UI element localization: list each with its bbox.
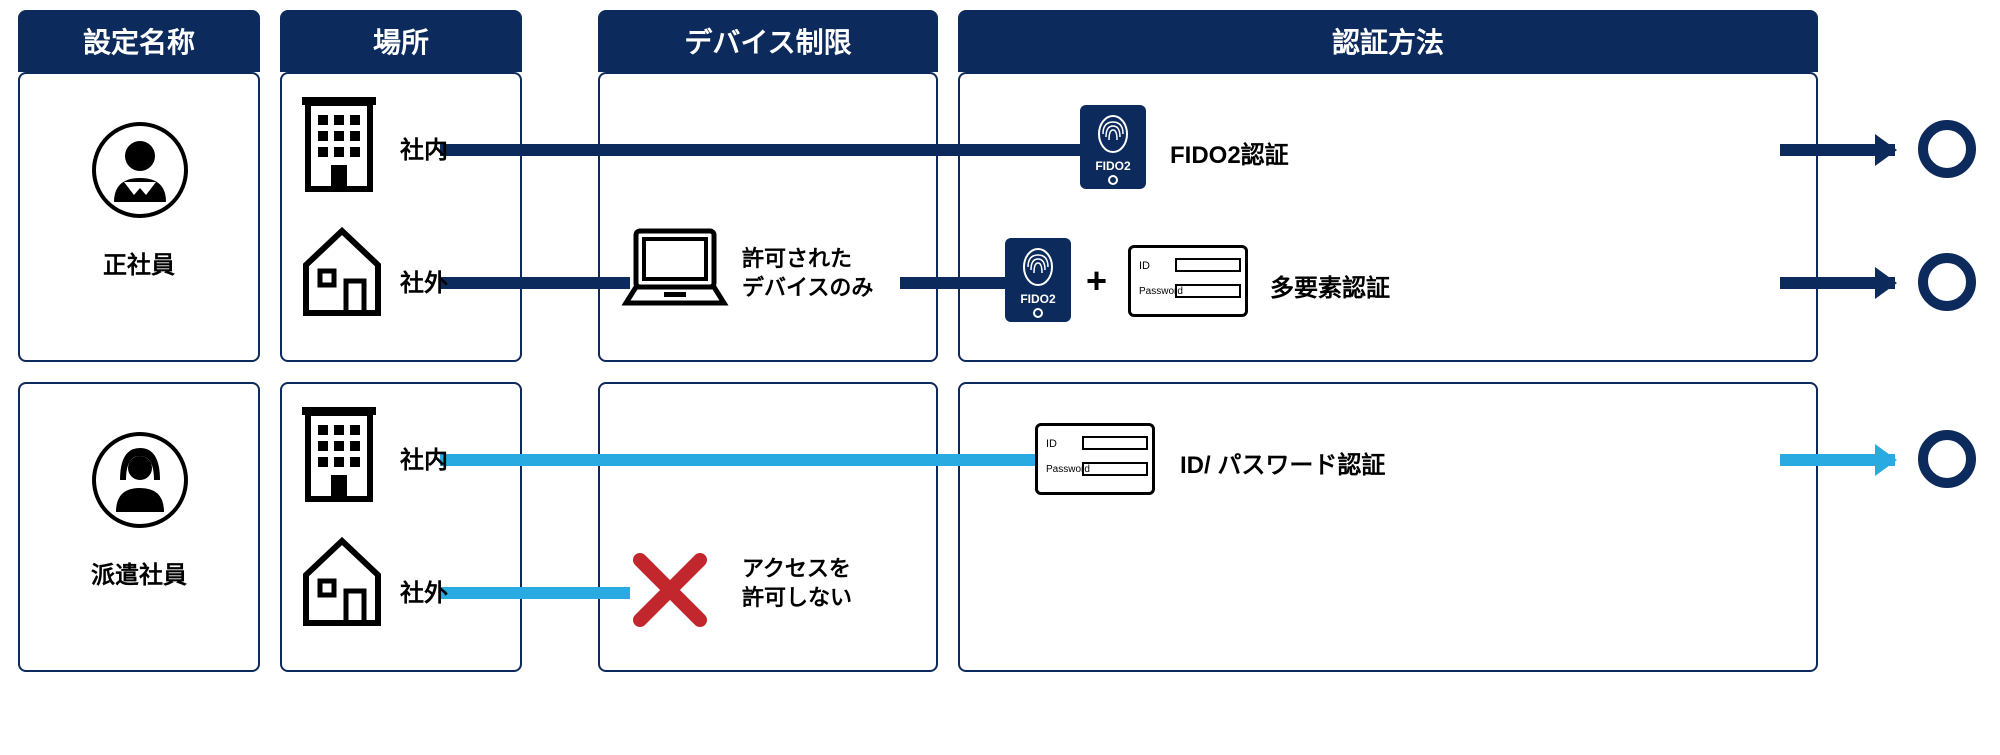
result-circle-r1-fido — [1918, 120, 1976, 178]
header-auth: 認証方法 — [958, 10, 1818, 72]
flow-line-r2-out — [440, 587, 630, 599]
user-type-row1: 正社員 — [18, 245, 260, 280]
idpw-card-icon-row1: ID Password — [1128, 245, 1248, 317]
loc-out-row2: 社外 — [400, 573, 448, 608]
device-text-l1: 許可された — [742, 246, 852, 271]
loc-in-row2: 社内 — [400, 440, 448, 475]
header-location: 場所 — [280, 10, 522, 72]
auth-fido-label: FIDO2認証 — [1170, 135, 1289, 170]
flow-line-r1-in — [440, 144, 1080, 156]
office-building-icon — [300, 95, 385, 195]
user-female-icon — [90, 430, 190, 530]
auth-idpw-label: ID/ パスワード認証 — [1180, 445, 1385, 480]
device-text-row1: 許可された デバイスのみ — [742, 245, 873, 302]
device-text-l2: デバイスのみ — [742, 275, 873, 300]
flow-line-r1-out-a — [440, 277, 630, 289]
loc-out-row1: 社外 — [400, 263, 448, 298]
result-circle-r2-idpw — [1918, 430, 1976, 488]
header-setting-name: 設定名称 — [18, 10, 260, 72]
deny-x-icon — [630, 550, 710, 630]
result-circle-r1-mfa — [1918, 253, 1976, 311]
user-male-icon — [90, 120, 190, 220]
arrow-r2-idpw: .arrow[data-name="arrow-r2-idpw"]::after… — [1780, 454, 1895, 466]
arrow-r1-fido: .arrow[data-name="arrow-r1-fido"]::after… — [1780, 144, 1895, 156]
deny-text-l2: 許可しない — [742, 585, 852, 610]
auth-mfa-label: 多要素認証 — [1270, 268, 1390, 303]
deny-text-row2: アクセスを 許可しない — [742, 555, 852, 612]
card-device-row1 — [598, 72, 938, 362]
header-device: デバイス制限 — [598, 10, 938, 72]
arrow-r1-mfa: .arrow[data-name="arrow-r1-mfa"]::after{… — [1780, 277, 1895, 289]
plus-sign: + — [1086, 260, 1107, 302]
loc-in-row1: 社内 — [400, 130, 448, 165]
fido2-badge-icon-2: FIDO2 — [1005, 238, 1071, 322]
laptop-icon — [620, 225, 730, 310]
flow-line-r1-out-b — [900, 277, 1005, 289]
house-icon-row1 — [300, 225, 385, 320]
deny-text-l1: アクセスを — [742, 556, 851, 581]
fido2-badge-icon-1: FIDO2 — [1080, 105, 1146, 189]
flow-line-r2-in — [440, 454, 1035, 466]
user-type-row2: 派遣社員 — [18, 555, 260, 590]
house-icon-row2 — [300, 535, 385, 630]
idpw-card-icon-row2: ID Password — [1035, 423, 1155, 495]
office-building-icon-row2 — [300, 405, 385, 505]
